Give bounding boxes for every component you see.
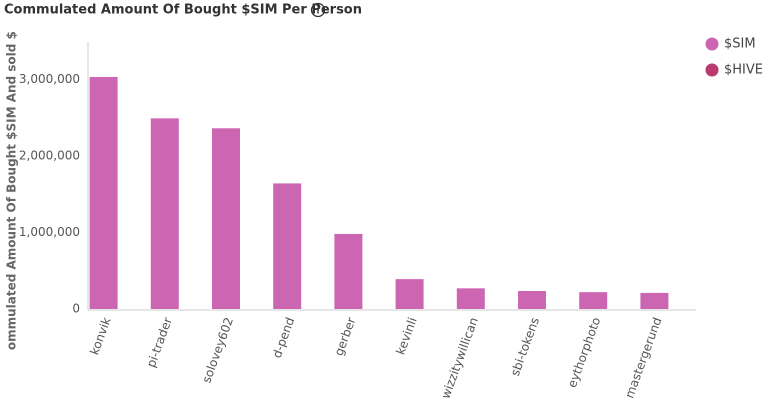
x-tick-label: gerber bbox=[332, 315, 359, 357]
x-tick-label: sbi-tokens bbox=[508, 315, 542, 377]
legend-label: $HIVE bbox=[724, 63, 763, 78]
bar bbox=[518, 291, 546, 309]
x-tick-label: solovey602 bbox=[199, 315, 236, 384]
y-tick-label: 3,000,000 bbox=[19, 72, 80, 86]
info-icon[interactable] bbox=[310, 2, 326, 18]
legend-marker bbox=[705, 63, 719, 77]
bar bbox=[212, 128, 240, 309]
x-tick-label: konvik bbox=[87, 315, 113, 356]
bar bbox=[89, 76, 118, 309]
y-axis-label: Commulated Amount Of Bought $SIM And sol… bbox=[5, 21, 19, 359]
legend-marker bbox=[705, 37, 719, 51]
bar bbox=[456, 288, 485, 309]
bar bbox=[579, 292, 608, 309]
x-tick-label: d-pend bbox=[270, 315, 298, 359]
x-tick-label: eythorphoto bbox=[565, 315, 603, 389]
bar bbox=[150, 118, 179, 309]
legend-label: $SIM bbox=[724, 37, 756, 52]
x-tick-label: wizzitywillican bbox=[438, 315, 480, 400]
chart-title: Commulated Amount Of Bought $SIM Per Per… bbox=[4, 3, 362, 18]
y-tick-label: 2,000,000 bbox=[19, 148, 80, 162]
y-tick-label: 1,000,000 bbox=[19, 225, 80, 239]
x-tick-label: mastergerund bbox=[622, 315, 664, 400]
bar bbox=[273, 183, 302, 309]
y-tick-label: 0 bbox=[72, 302, 80, 316]
bar bbox=[395, 279, 424, 309]
x-tick-label: kevinli bbox=[393, 315, 419, 356]
bar bbox=[334, 233, 363, 309]
x-tick-label: pi-trader bbox=[144, 315, 175, 369]
bar bbox=[640, 292, 669, 309]
